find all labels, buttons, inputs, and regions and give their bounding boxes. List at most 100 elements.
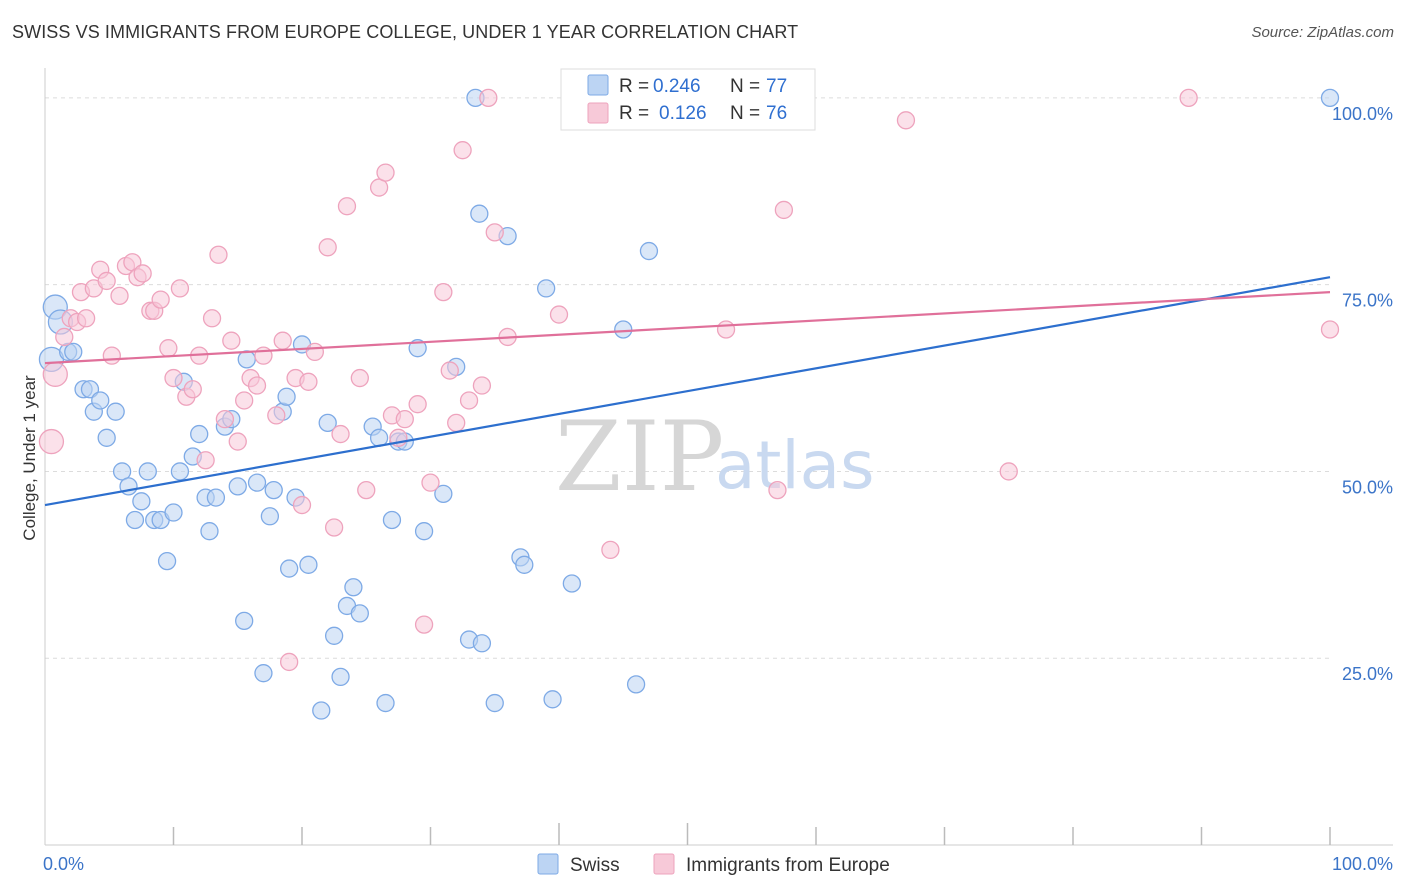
data-point: [200, 522, 219, 541]
y-tick-label: 100.0%: [1332, 104, 1393, 124]
x-tick-label-min: 0.0%: [43, 854, 84, 874]
data-point: [485, 223, 504, 242]
data-point: [639, 241, 659, 261]
data-point: [562, 574, 581, 593]
data-point: [614, 320, 633, 339]
trend-line-immigrants: [44, 291, 1331, 365]
data-point: [344, 578, 363, 597]
legend-swiss-n-label: N =: [730, 76, 760, 97]
data-point: [357, 480, 376, 500]
data-point: [292, 495, 312, 515]
data-point: [170, 462, 190, 481]
data-point: [164, 503, 183, 522]
data-point: [102, 346, 121, 365]
data-point: [337, 197, 357, 216]
y-tick-label: 25.0%: [1342, 664, 1393, 684]
data-point: [38, 428, 65, 455]
data-point: [196, 451, 215, 470]
data-point: [206, 488, 226, 507]
data-point: [264, 480, 283, 500]
series-legend: Swiss Immigrants from Europe: [537, 853, 890, 876]
data-point: [537, 279, 556, 298]
chart-title: SWISS VS IMMIGRANTS FROM EUROPE COLLEGE,…: [12, 22, 799, 42]
y-tick-labels: 100.0% 75.0% 50.0% 25.0%: [1332, 104, 1393, 684]
legend-swiss-n-value: 77: [766, 76, 787, 97]
data-point: [896, 111, 916, 130]
data-point: [110, 286, 129, 306]
data-point: [228, 432, 247, 451]
data-point: [277, 387, 296, 406]
data-point: [132, 492, 151, 511]
data-point: [601, 540, 620, 560]
x-tick-label-max: 100.0%: [1332, 854, 1393, 874]
data-point: [382, 510, 402, 530]
data-point: [350, 368, 369, 388]
data-point: [279, 559, 299, 578]
data-point: [324, 626, 344, 645]
legend-immigrants-r-value: 0.126: [659, 103, 707, 124]
series-legend-swatch-immigrants: [653, 853, 675, 875]
data-point: [479, 88, 498, 108]
data-point: [549, 305, 569, 324]
grid-lines: [45, 97, 1330, 659]
data-point: [202, 309, 222, 328]
y-tick-label: 50.0%: [1342, 477, 1393, 497]
data-point: [247, 473, 267, 492]
data-point: [318, 413, 337, 433]
data-point: [447, 413, 466, 433]
data-point: [395, 409, 414, 429]
data-point: [626, 675, 646, 694]
data-point: [453, 141, 472, 160]
series-legend-label-swiss: Swiss: [570, 855, 620, 876]
data-point: [91, 391, 110, 410]
data-point: [157, 551, 177, 571]
data-point: [350, 604, 369, 623]
data-point: [768, 480, 787, 500]
data-point: [235, 391, 254, 410]
data-point: [376, 693, 395, 713]
data-point: [209, 245, 228, 264]
trend-line-swiss: [44, 276, 1331, 507]
data-point: [305, 342, 325, 362]
data-point: [138, 462, 157, 481]
legend-immigrants-n-label: N =: [730, 103, 760, 124]
data-point: [440, 361, 459, 380]
data-point: [254, 664, 273, 683]
watermark-zip: ZIP: [555, 401, 724, 513]
data-point: [273, 331, 292, 350]
data-point: [76, 309, 96, 328]
data-point: [159, 339, 178, 358]
data-point: [543, 690, 562, 709]
data-point: [279, 652, 299, 672]
y-axis-title: College, Under 1 year: [20, 375, 39, 541]
data-point: [434, 484, 453, 504]
data-point: [183, 380, 202, 399]
data-point: [133, 264, 152, 283]
chart-source: Source: ZipAtlas.com: [1251, 24, 1394, 41]
data-point: [170, 279, 190, 298]
data-point: [55, 327, 74, 347]
data-point: [470, 204, 489, 223]
watermark-atlas: atlas: [715, 427, 875, 504]
data-point: [318, 238, 337, 257]
data-point: [999, 462, 1018, 481]
data-point: [421, 473, 440, 492]
data-point: [106, 402, 125, 421]
data-point: [414, 522, 434, 541]
data-point: [235, 611, 254, 631]
data-point: [716, 320, 736, 339]
data-point: [260, 507, 280, 526]
data-point: [64, 342, 83, 362]
data-point: [164, 368, 183, 388]
data-point: [97, 428, 116, 447]
data-point: [42, 361, 68, 387]
data-point: [267, 406, 286, 425]
legend-swiss-r-value: 0.246: [653, 76, 701, 97]
data-point: [215, 409, 235, 429]
data-point: [97, 271, 116, 291]
data-point: [1320, 320, 1340, 339]
data-point: [312, 701, 331, 720]
data-point: [472, 634, 492, 653]
data-point: [125, 510, 145, 530]
